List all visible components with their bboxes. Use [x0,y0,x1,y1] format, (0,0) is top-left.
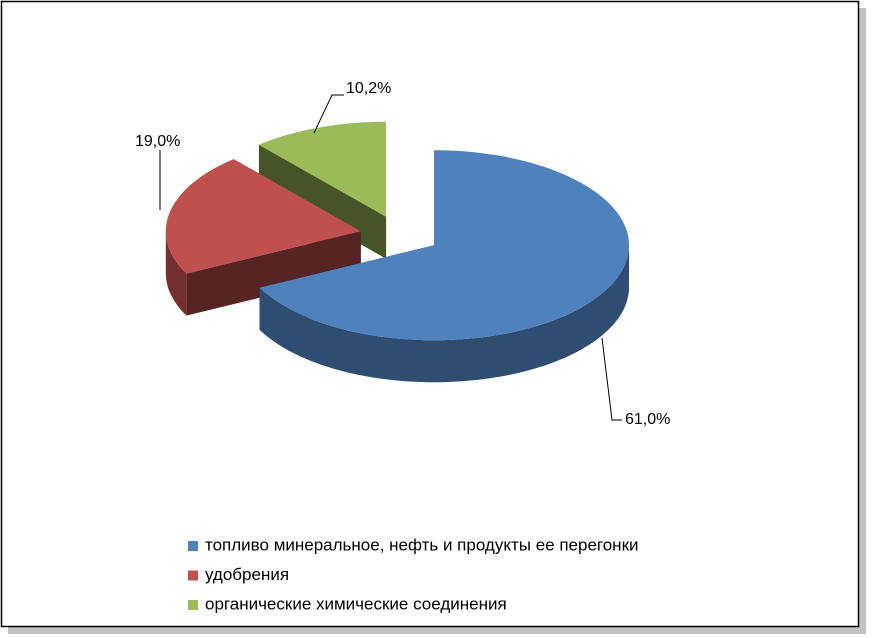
slice-side [186,231,361,316]
leader-line [601,337,622,421]
slice [258,121,387,217]
slice-wall [259,245,629,383]
legend-label: удобрения [205,565,289,584]
slice [259,150,629,341]
data-label: 61,0% [625,411,670,428]
leader-line [313,94,344,134]
legend-swatch [188,570,198,581]
data-label: 19,0% [135,133,180,150]
legend-label: топливо минеральное, нефть и продукты ее… [205,535,639,554]
slice [165,159,361,274]
legend-label: органические химические соединения [205,594,507,613]
slice-wall [165,231,187,316]
data-label: 10,2% [346,80,391,97]
legend-swatch [188,541,198,551]
legend-swatch [188,600,198,610]
